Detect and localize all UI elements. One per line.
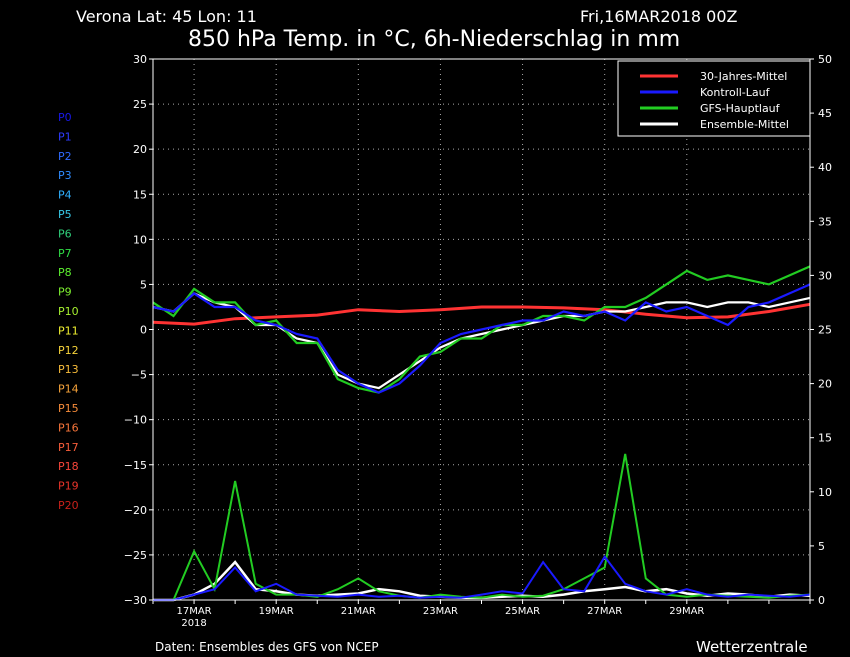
legend-label: 30-Jahres-Mittel [700, 70, 787, 83]
member-label-p16: P16 [58, 421, 79, 434]
temp-line-30-jahres-mittel [152, 302, 811, 326]
y-right-tick-label: 30 [818, 269, 832, 282]
temperature-lines [152, 265, 811, 394]
y-left-tick-label: 25 [133, 98, 147, 111]
member-label-p11: P11 [58, 324, 79, 337]
x-tick-label: 23MAR [423, 606, 458, 617]
member-label-p20: P20 [58, 499, 79, 512]
member-label-p8: P8 [58, 266, 72, 279]
member-label-p2: P2 [58, 150, 72, 163]
x-tick-label: 19MAR [259, 606, 294, 617]
precip-line-kontroll-lauf [153, 554, 811, 601]
plot-frame [152, 58, 811, 601]
member-label-p9: P9 [58, 286, 72, 299]
run-label: Fri,16MAR2018 00Z [580, 7, 738, 26]
y-right-tick-label: 50 [818, 53, 832, 66]
y-right-tick-label: 20 [818, 378, 832, 391]
y-left-tick-label: 15 [133, 188, 147, 201]
y-left-tick-label: −20 [124, 504, 147, 517]
axes: 302520151050−5−10−15−20−25−3050454035302… [124, 53, 832, 629]
temp-line-kontroll-lauf [152, 283, 811, 394]
temp-line-gfs-hauptlauf [152, 265, 811, 394]
y-left-tick-label: −10 [124, 414, 147, 427]
x-tick-label: 21MAR [341, 606, 376, 617]
y-right-tick-label: 40 [818, 161, 832, 174]
precip-line-gfs-hauptlauf [153, 453, 811, 601]
data-source: Daten: Ensembles des GFS von NCEP [155, 640, 379, 654]
y-left-tick-label: −25 [124, 549, 147, 562]
y-right-tick-label: 25 [818, 324, 832, 337]
legend: 30-Jahres-Mittel Kontroll-Lauf GFS-Hauptla… [617, 60, 811, 137]
y-right-tick-label: 45 [818, 107, 832, 120]
y-left-tick-label: −30 [124, 594, 147, 607]
member-label-p5: P5 [58, 208, 72, 221]
y-right-tick-label: 35 [818, 215, 832, 228]
x-tick-label: 29MAR [669, 606, 704, 617]
legend-label: GFS-Hauptlauf [700, 102, 781, 115]
precipitation-lines [153, 453, 811, 602]
member-label-p17: P17 [58, 441, 79, 454]
x-tick-label: 25MAR [505, 606, 540, 617]
member-label-p1: P1 [58, 130, 72, 143]
x-tick-label: 17MAR [176, 606, 211, 617]
y-left-tick-label: −15 [124, 459, 147, 472]
member-label-p10: P10 [58, 305, 79, 318]
y-right-tick-label: 0 [818, 594, 825, 607]
y-left-tick-label: 10 [133, 233, 147, 246]
y-left-tick-label: −5 [131, 369, 147, 382]
y-left-tick-label: 30 [133, 53, 147, 66]
member-label-p19: P19 [58, 480, 79, 493]
legend-label: Ensemble-Mittel [700, 118, 789, 131]
member-label-p13: P13 [58, 363, 79, 376]
member-label-p6: P6 [58, 227, 72, 240]
member-label-p18: P18 [58, 460, 79, 473]
y-right-tick-label: 5 [818, 540, 825, 553]
member-label-p7: P7 [58, 247, 72, 260]
y-left-tick-label: 0 [140, 324, 147, 337]
grid [153, 59, 810, 600]
member-label-p3: P3 [58, 169, 72, 182]
y-left-tick-label: 5 [140, 278, 147, 291]
location-label: Verona Lat: 45 Lon: 11 [76, 7, 257, 26]
y-right-tick-label: 15 [818, 432, 832, 445]
member-label-p4: P4 [58, 189, 72, 202]
member-label-p12: P12 [58, 344, 79, 357]
member-label-p0: P0 [58, 111, 72, 124]
member-legend: P0 P1 P2 P3 P4 P5 P6 P7 P8 P9 P10 P11 P12 P13 P14 P15 P1… [58, 111, 79, 512]
member-label-p14: P14 [58, 383, 79, 396]
y-left-tick-label: 20 [133, 143, 147, 156]
brand-label: Wetterzentrale [696, 638, 808, 656]
x-tick-sublabel: 2018 [181, 618, 206, 629]
chart-title: 850 hPa Temp. in °C, 6h-Niederschlag in … [188, 27, 680, 52]
y-right-tick-label: 10 [818, 486, 832, 499]
legend-label: Kontroll-Lauf [700, 86, 771, 99]
temp-line-ensemble-mittel [152, 292, 811, 390]
x-tick-label: 27MAR [587, 606, 622, 617]
member-label-p15: P15 [58, 402, 79, 415]
